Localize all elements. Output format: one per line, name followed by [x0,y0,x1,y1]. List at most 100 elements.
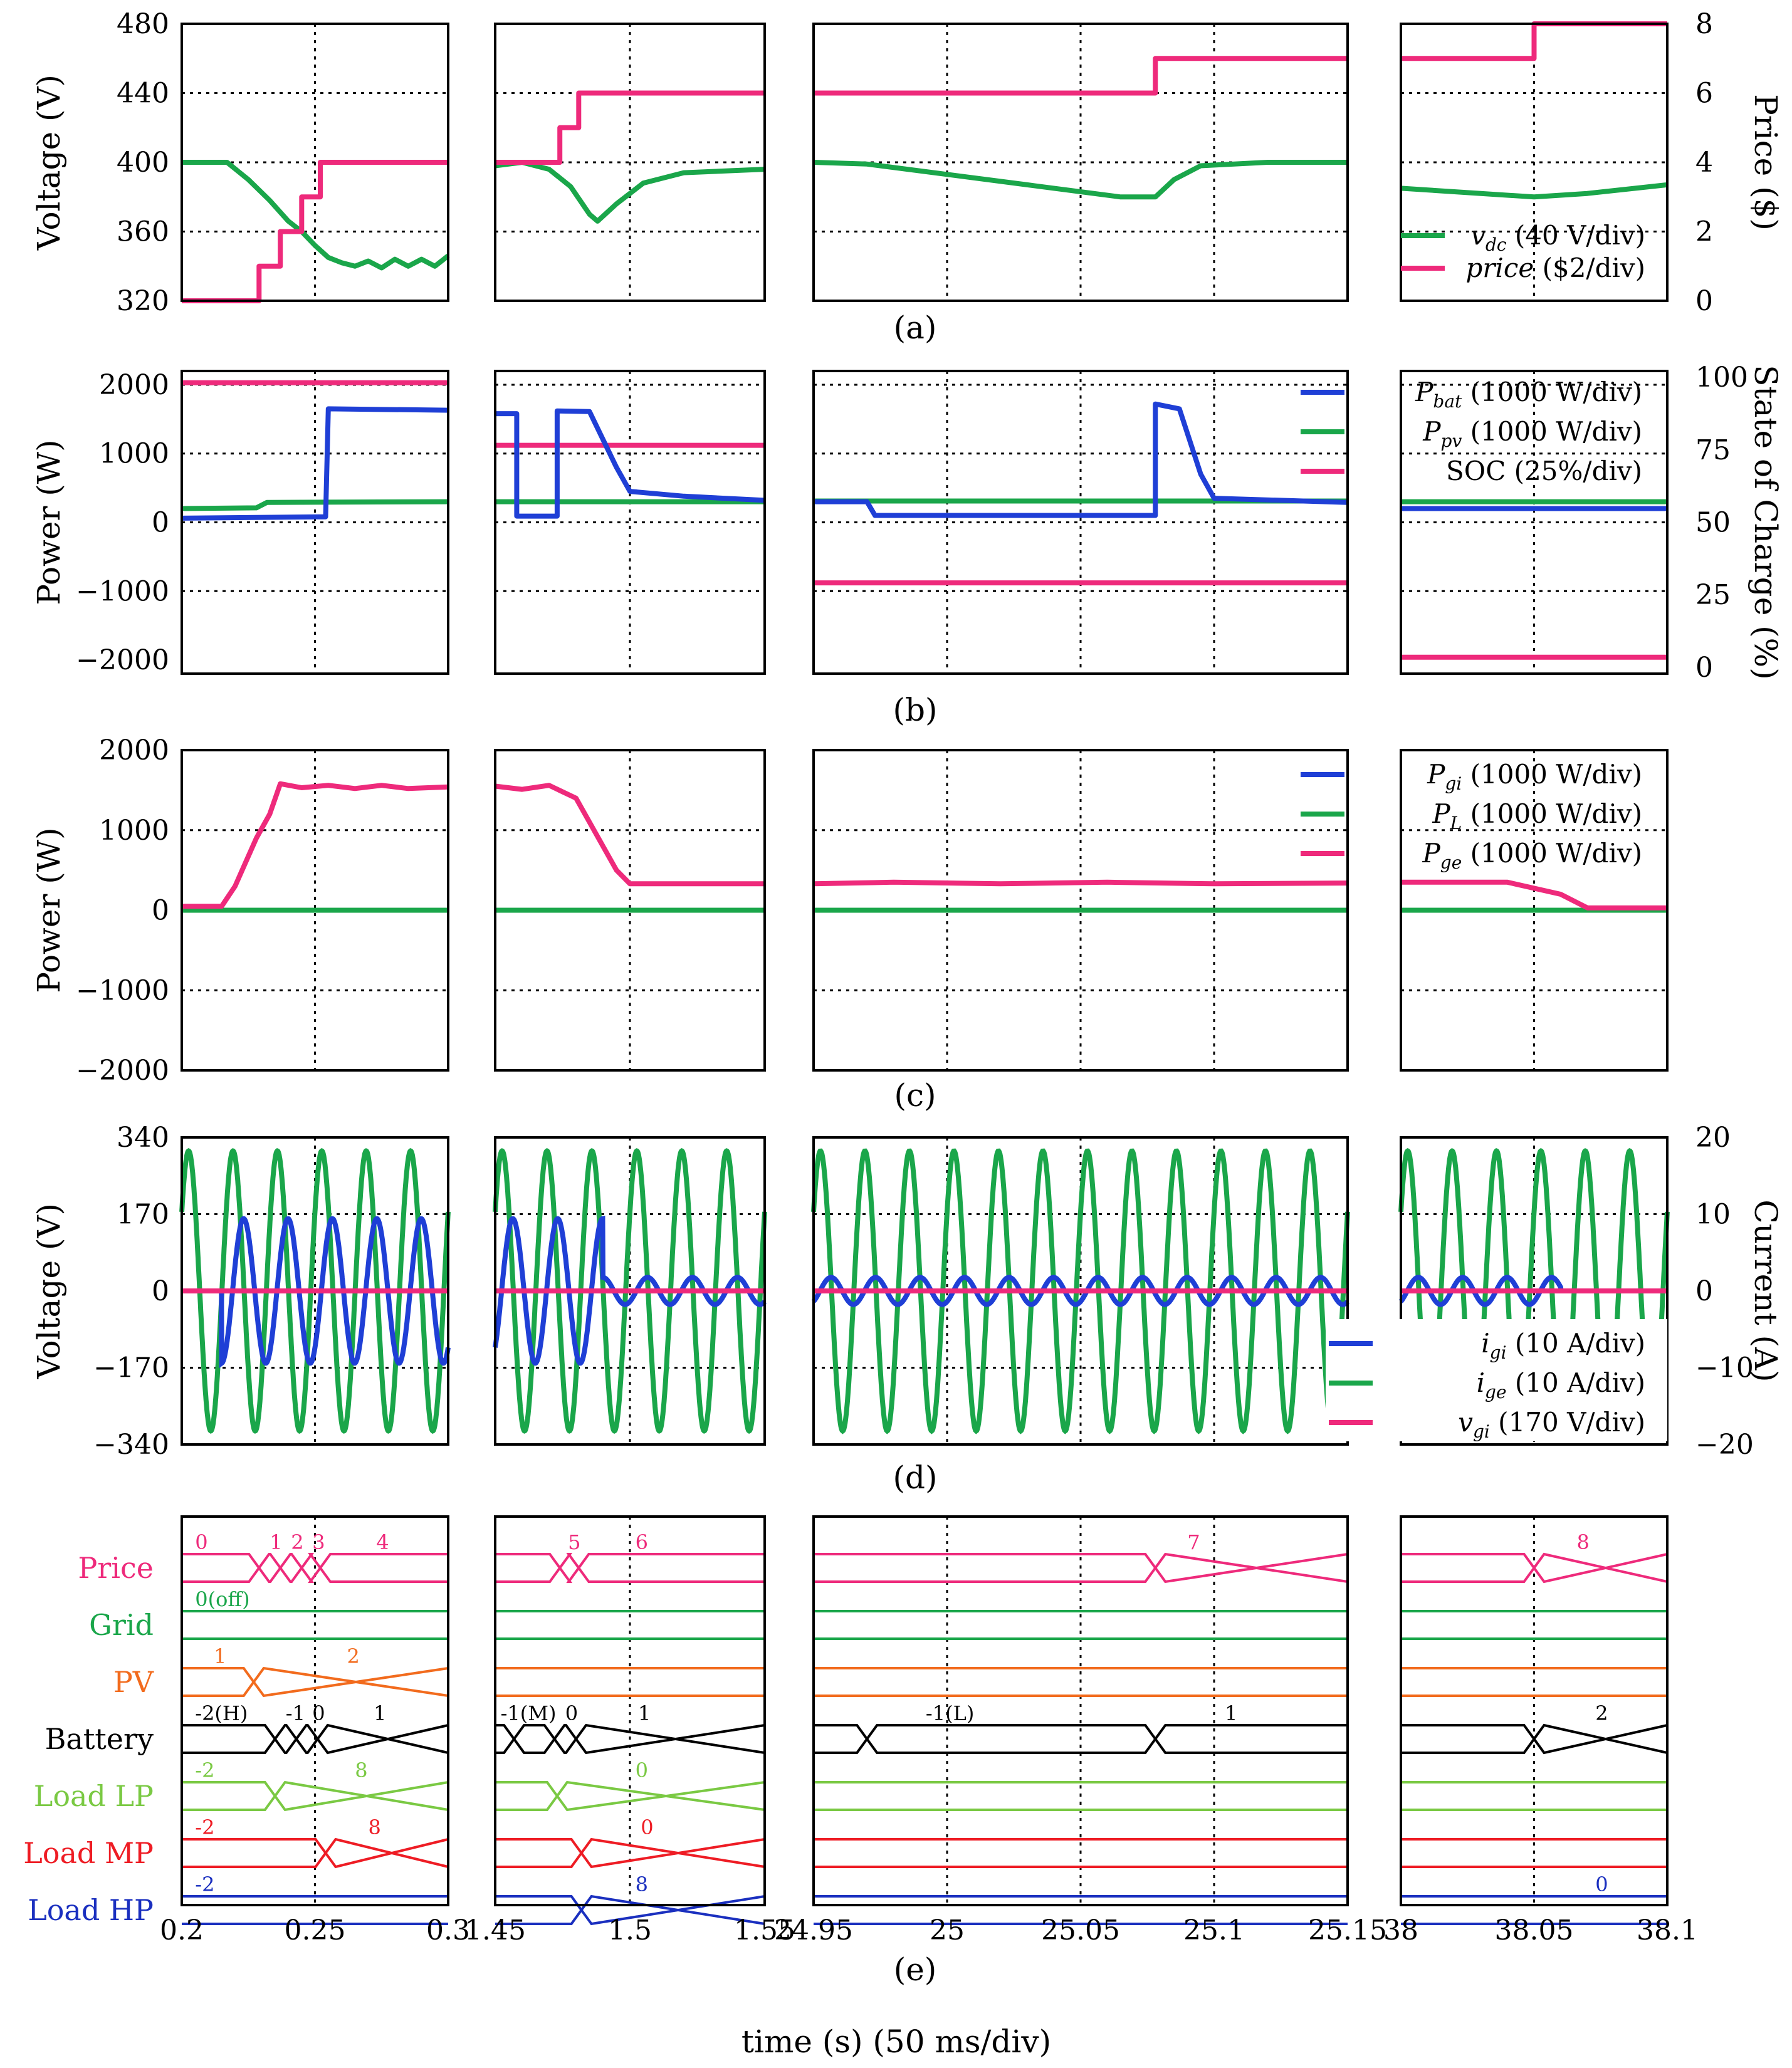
row-label: Load HP [28,1893,154,1927]
row-label: Price [78,1551,154,1585]
state-label: 1 [374,1701,386,1725]
panel-frame [1400,1515,1669,1906]
series-line-pink [1401,879,1667,911]
y2-tick-label: 25 [1695,579,1731,611]
x-tick-label: 25.05 [1041,1914,1120,1946]
state-label: 8 [636,1872,648,1896]
timing-bus-line [495,1553,765,1583]
panel-frame [494,1136,766,1446]
legend-label: SOC (25%/div) [1446,456,1642,486]
legend-label: Ppv (1000 W/div) [1422,416,1642,451]
series-line-blue [811,1275,1350,1307]
timing-bus-line [182,1724,449,1755]
y2-tick-label: 50 [1695,507,1731,539]
y-tick-label: 400 [117,147,169,179]
y-tick-label: −340 [93,1429,169,1461]
state-label: -2 [195,1758,214,1782]
state-label: -2 [195,1815,214,1839]
state-label: 0 [1595,1872,1608,1896]
state-label: 1 [214,1644,226,1668]
series-line-blue [493,1215,767,1366]
timing-bus-line [814,1553,1348,1584]
y-tick-label: 320 [117,285,169,317]
state-label: 8 [369,1815,381,1839]
state-label: -2(H) [195,1701,248,1725]
subfigure-caption: (a) [894,310,937,346]
legend-label: igi (10 A/div) [1481,1328,1645,1363]
y-axis-label: Voltage (V) [31,1203,67,1379]
state-label: 6 [636,1530,648,1554]
timing-bus-line [495,1895,765,1926]
subfigure-caption: (c) [894,1077,936,1114]
timing-bus-line [1401,1724,1668,1755]
series-line-green [811,1148,1350,1434]
x-tick-label: 1.55 [734,1914,795,1946]
legend-label: Pbat (1000 W/div) [1415,377,1642,412]
timing-bus-line [182,1838,449,1869]
timing-bus-line [495,1838,765,1869]
panel-frame [494,23,766,302]
series-line-blue [814,401,1348,518]
state-label: 0 [195,1530,207,1554]
state-label: 5 [568,1530,580,1554]
row-label: PV [113,1665,154,1699]
timing-bus-line [814,1724,1348,1754]
legend-label: PL (1000 W/div) [1432,798,1642,833]
series-line-pink [495,783,765,887]
y2-axis-label: State of Charge (%) [1747,365,1784,679]
y2-axis-label: Current (A) [1747,1199,1784,1382]
y-axis-label: Power (W) [31,439,67,605]
series-line-pink [182,160,448,303]
state-label: 2 [291,1530,303,1554]
series-line-blue [181,406,449,521]
x-tick-label: 38 [1383,1914,1418,1946]
y-tick-label: 0 [152,895,169,927]
y-tick-label: 360 [117,216,169,248]
subfigure-caption: (d) [893,1460,937,1496]
panel-frame [494,749,766,1072]
x-tick-label: 0.2 [160,1914,204,1946]
state-label: 1 [638,1701,651,1725]
y-tick-label: −2000 [76,644,169,676]
y-tick-label: 170 [117,1199,169,1231]
state-label: 2 [347,1644,360,1668]
row-label: Battery [45,1722,154,1756]
series-line-green [813,160,1348,200]
panel-frame [181,23,449,302]
panel-frame [812,749,1349,1072]
y2-tick-label: 0 [1695,652,1713,684]
panel-frame [812,370,1349,675]
legend-label: vdc (40 V/div) [1470,220,1645,255]
state-label: -2 [195,1872,214,1896]
panel-frame [1400,1136,1669,1446]
y-tick-label: 480 [117,8,169,40]
y-tick-label: −170 [93,1352,169,1384]
state-label: -1 [286,1701,305,1725]
state-label: 0 [641,1815,653,1839]
series-line-green [1400,182,1668,200]
y-tick-label: 0 [152,507,169,539]
timing-bus-line [495,1553,765,1583]
y-tick-label: −2000 [76,1055,169,1087]
state-label: 4 [376,1530,389,1554]
x-tick-label: 25 [930,1914,965,1946]
y-axis-label: Voltage (V) [31,75,67,251]
state-label: 8 [355,1758,367,1782]
series-line-pink [1401,21,1667,61]
timing-bus-line [182,1553,448,1583]
y2-tick-label: 100 [1695,362,1748,394]
state-label: 2 [1595,1701,1608,1725]
panel-frame [181,370,449,675]
state-label: -1(M) [501,1701,557,1725]
timing-bus-line [1401,1553,1668,1584]
series-line-blue [182,1216,451,1369]
x-tick-label: 1.5 [608,1914,652,1946]
y-tick-label: 1000 [99,438,169,470]
series-line-blue [495,408,765,519]
subfigure-caption: (e) [894,1951,937,1988]
x-tick-label: 0.25 [285,1914,346,1946]
state-label: 3 [312,1530,325,1554]
timing-bus-line [814,1724,1348,1754]
